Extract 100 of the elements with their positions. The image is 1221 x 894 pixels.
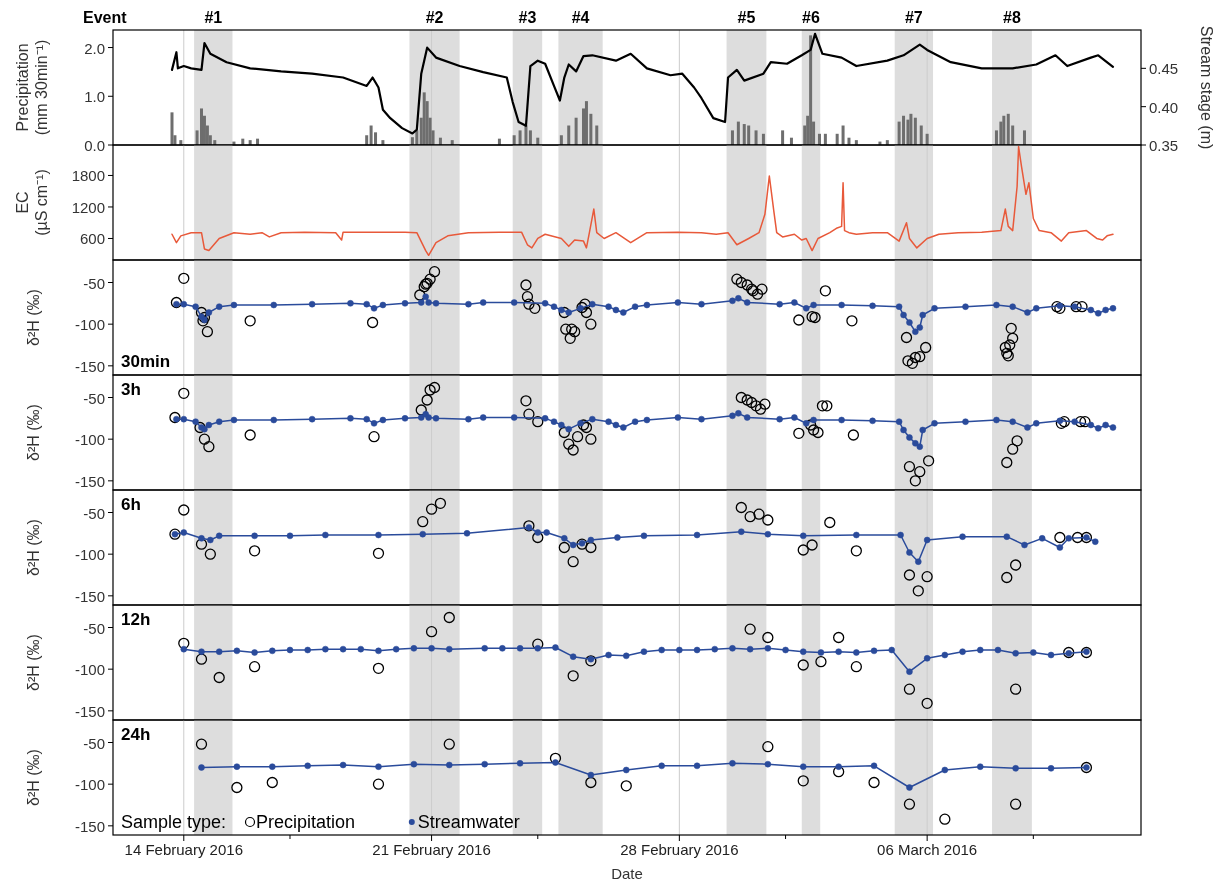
point	[850, 661, 862, 673]
point	[693, 646, 701, 654]
point	[729, 645, 736, 652]
point	[443, 611, 455, 624]
point	[1047, 765, 1055, 772]
point	[847, 429, 860, 441]
point	[248, 661, 261, 673]
point	[923, 536, 931, 544]
point	[375, 531, 382, 539]
point	[1079, 416, 1091, 428]
point	[735, 501, 747, 514]
point	[888, 646, 895, 654]
point	[817, 649, 825, 656]
band-label: #3	[518, 9, 537, 26]
point	[753, 508, 765, 520]
bar	[913, 117, 917, 145]
point	[676, 646, 683, 654]
point	[762, 741, 774, 753]
point	[178, 387, 190, 399]
point	[658, 762, 665, 770]
point	[994, 646, 1002, 654]
point	[434, 497, 447, 509]
bar	[512, 135, 516, 145]
y-axis-title: δ²H (‰)	[25, 634, 42, 691]
point	[804, 419, 817, 431]
point	[915, 558, 922, 565]
point	[1080, 646, 1093, 659]
point	[976, 763, 984, 770]
x-tick-label: 21 February 2016	[372, 841, 491, 858]
point	[269, 763, 276, 770]
point	[800, 763, 807, 770]
point	[741, 394, 753, 406]
point	[251, 532, 258, 540]
point	[516, 760, 524, 767]
bar	[919, 125, 923, 145]
point	[286, 646, 294, 654]
point	[1071, 531, 1084, 544]
bar	[559, 135, 563, 145]
point	[1056, 544, 1064, 551]
y-tick-label: -100	[74, 775, 105, 793]
point	[835, 648, 842, 655]
point	[850, 545, 862, 557]
bar	[754, 130, 758, 145]
bar	[730, 130, 734, 145]
point	[729, 760, 736, 767]
point	[195, 538, 208, 550]
point	[922, 455, 935, 467]
point	[569, 541, 577, 549]
point	[1047, 651, 1055, 659]
point	[870, 762, 878, 770]
point	[560, 323, 572, 335]
point	[587, 655, 595, 663]
point	[1009, 683, 1022, 695]
point	[233, 647, 241, 655]
band-label: #5	[737, 9, 756, 26]
point	[231, 781, 243, 794]
point	[558, 306, 570, 319]
point	[178, 272, 190, 284]
point	[446, 645, 453, 653]
point	[806, 539, 818, 551]
point	[564, 332, 576, 344]
point	[1076, 301, 1088, 313]
point	[640, 648, 648, 655]
point	[372, 547, 385, 559]
bar	[1006, 113, 1010, 145]
point	[178, 504, 190, 516]
point	[428, 381, 441, 394]
point	[797, 544, 809, 556]
y-tick-label: -100	[74, 315, 105, 333]
point	[846, 315, 858, 327]
y-axis-title: δ²H (‰)	[25, 289, 42, 346]
point	[417, 516, 429, 528]
bar	[747, 125, 751, 145]
point	[195, 738, 208, 750]
point	[198, 764, 205, 771]
point	[920, 341, 932, 354]
point	[170, 296, 183, 309]
point	[198, 535, 205, 542]
point	[375, 647, 382, 655]
point	[800, 648, 807, 655]
point	[414, 289, 426, 301]
y-axis-title: EC (µS cm⁻¹)	[14, 169, 50, 236]
point	[579, 298, 591, 310]
y-tick-label: -150	[74, 472, 105, 490]
point	[1030, 649, 1037, 656]
bar	[841, 125, 845, 145]
legend-label: Streamwater	[417, 812, 520, 832]
point	[793, 427, 805, 439]
point	[529, 302, 541, 314]
point	[567, 556, 579, 568]
point	[372, 778, 385, 790]
point	[425, 503, 438, 515]
point	[738, 528, 745, 535]
point	[585, 433, 597, 445]
point	[764, 645, 772, 652]
bar	[524, 125, 528, 145]
point	[1005, 322, 1017, 334]
y-tick-label: 1.0	[84, 87, 105, 105]
bar	[781, 130, 785, 145]
point	[797, 775, 809, 787]
